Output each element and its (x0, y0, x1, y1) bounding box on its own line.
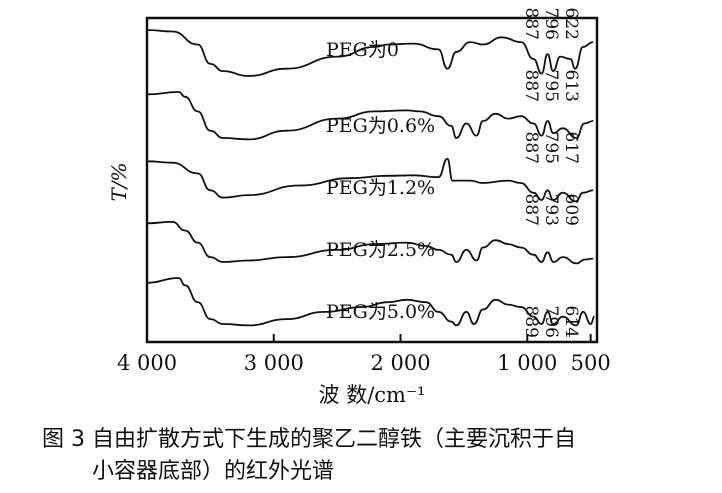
x-tick-label: 1 000 (497, 351, 557, 375)
peak-label: 614 (561, 306, 581, 338)
x-tick-label: 500 (571, 351, 611, 375)
peak-label: 887 (521, 194, 541, 226)
peak-label: 796 (541, 8, 561, 40)
peak-label: 796 (541, 306, 561, 338)
peak-label: 889 (521, 306, 541, 338)
plot-frame (145, 16, 599, 344)
x-tick-label: 3 000 (244, 351, 304, 375)
peak-label: 609 (561, 194, 581, 226)
caption-line-1: 自由扩散方式下生成的聚乙二醇铁（主要沉积于自 (92, 427, 577, 452)
peak-label: 793 (541, 194, 561, 226)
x-tick-label: 2 000 (370, 351, 430, 375)
peak-label: 617 (561, 132, 581, 164)
curve-labels: PEG为0 PEG为0.6% PEG为1.2% PEG为2.5% PEG为5.0% (326, 39, 435, 323)
peak-label: 795 (541, 132, 561, 164)
spectrum-line (146, 157, 594, 203)
ir-spectra-chart: 4 000 3 000 2 000 1 000 500 PEG为0PEG为0.6%PEG… (107, 8, 611, 407)
peak-label: 795 (541, 70, 561, 102)
spectrum-line (146, 29, 594, 77)
peak-label: 887 (521, 132, 541, 164)
spectrum-line (146, 277, 595, 327)
caption-line-2: 小容器底部）的红外光谱 (92, 459, 335, 484)
spectrum-line (146, 220, 594, 265)
series-label: PEG为0 (326, 39, 399, 61)
figure-caption: 图 3 自由扩散方式下生成的聚乙二醇铁（主要沉积于自 小容器底部）的红外光谱 (42, 424, 712, 488)
peak-label: 622 (561, 8, 581, 40)
x-axis-label: 波 数/cm⁻¹ (319, 383, 426, 407)
figure-number: 图 3 (42, 427, 85, 452)
peak-label: 613 (561, 70, 581, 102)
series-label: PEG为1.2% (326, 177, 435, 199)
spectrum-line (146, 91, 594, 141)
peak-label: 887 (521, 8, 541, 40)
x-tick-label: 4 000 (117, 351, 177, 375)
peak-label: 887 (521, 70, 541, 102)
spectra-curves (146, 29, 595, 327)
series-label: PEG为2.5% (326, 239, 435, 261)
y-axis-label: T/% (107, 162, 131, 201)
x-ticks: 4 000 3 000 2 000 1 000 500 (117, 334, 611, 375)
series-label: PEG为5.0% (326, 301, 435, 323)
series-label: PEG为0.6% (326, 115, 435, 137)
